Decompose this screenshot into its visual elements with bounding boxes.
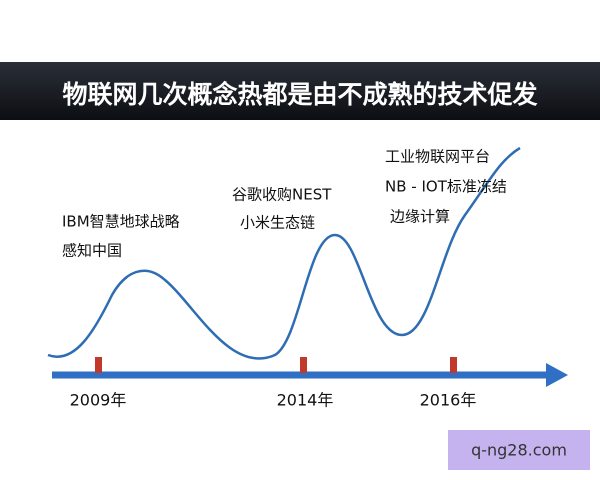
event-note: 边缘计算 bbox=[390, 208, 450, 226]
event-note: 小米生态链 bbox=[240, 214, 315, 232]
event-note: 谷歌收购NEST bbox=[232, 186, 332, 204]
title-bar bbox=[0, 62, 600, 120]
event-note: 工业物联网平台 bbox=[385, 148, 490, 166]
axis-arrow bbox=[546, 363, 568, 387]
event-note: IBM智慧地球战略 bbox=[62, 213, 180, 231]
watermark: q-ng28.com bbox=[471, 441, 567, 460]
event-note: NB - IOT标准冻结 bbox=[385, 178, 507, 196]
year-label: 2016年 bbox=[420, 391, 477, 410]
year-label: 2014年 bbox=[277, 391, 334, 410]
year-tick bbox=[95, 357, 102, 373]
year-label: 2009年 bbox=[70, 391, 127, 410]
year-tick bbox=[450, 357, 457, 373]
hype-curve bbox=[47, 146, 521, 360]
slide-title: 物联网几次概念热都是由不成熟的技术促发 bbox=[62, 80, 537, 109]
year-tick bbox=[300, 357, 307, 373]
event-note: 感知中国 bbox=[62, 242, 122, 260]
watermark-box bbox=[448, 430, 590, 470]
